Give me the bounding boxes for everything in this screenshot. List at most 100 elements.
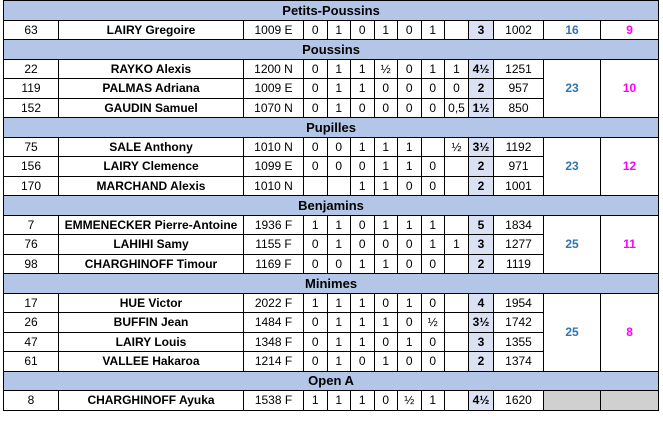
performance: 1620 <box>493 390 544 411</box>
performance: 1742 <box>493 312 544 333</box>
round-score <box>444 351 469 372</box>
player-name: LAHIHI Samy <box>58 234 244 255</box>
round-score: 0 <box>350 97 375 118</box>
round-score: 0 <box>373 234 398 255</box>
player-row: 156 LAIRY Clemence 1099 E 0 0 0 1 1 0 2 971 <box>3 156 659 177</box>
round-score: 1 <box>373 351 398 372</box>
round-score: 1 <box>420 19 445 40</box>
rating: 1484 F <box>243 312 304 333</box>
rating: 1010 N <box>243 136 304 157</box>
total: 3½ <box>468 312 494 333</box>
round-score: 1 <box>326 78 351 99</box>
rating: 1155 F <box>243 234 304 255</box>
player-row: 61 VALLEE Hakaroa 1214 F 0 1 0 1 0 0 2 1374 <box>3 351 659 372</box>
player-id: 63 <box>3 19 59 40</box>
round-score <box>326 175 351 196</box>
round-score: 0 <box>303 156 328 177</box>
performance: 1251 <box>493 58 544 79</box>
round-score: 1 <box>373 214 398 235</box>
round-score: 1 <box>326 97 351 118</box>
team-score: 16 <box>543 19 601 40</box>
performance: 1277 <box>493 234 544 255</box>
round-score: 1 <box>326 390 351 411</box>
player-row: 63 LAIRY Gregoire 1009 E 0 1 0 1 0 1 3 1002 16 9 <box>3 19 660 40</box>
round-score: 1 <box>397 156 422 177</box>
player-id: 152 <box>3 97 59 118</box>
round-score: 1 <box>373 253 398 274</box>
round-score: 1 <box>350 292 375 313</box>
player-id: 47 <box>3 331 59 352</box>
round-score: 1 <box>350 136 375 157</box>
player-id: 170 <box>3 175 59 196</box>
round-score: 0 <box>397 97 422 118</box>
round-score: 0 <box>303 253 328 274</box>
team-points: 12 <box>599 136 660 196</box>
round-score: 1 <box>397 214 422 235</box>
player-row: 8 CHARGHINOFF Ayuka 1538 F 1 1 1 0 ½ 1 4½ 1620 <box>3 390 660 411</box>
total: 3 <box>468 19 494 40</box>
team-points: 10 <box>599 58 660 118</box>
total: 4 <box>468 292 494 313</box>
section-row: Minimes <box>2 273 660 294</box>
player-name: PALMAS Adriana <box>58 78 244 99</box>
player-name: EMMENECKER Pierre-Antoine <box>58 214 244 235</box>
player-id: 8 <box>3 390 59 411</box>
round-score <box>444 253 469 274</box>
performance: 1192 <box>493 136 544 157</box>
round-score <box>444 312 469 333</box>
rating: 1010 N <box>243 175 304 196</box>
round-score: ½ <box>373 58 398 79</box>
round-score: 0 <box>350 19 375 40</box>
section-title: Petits-Poussins <box>2 0 660 21</box>
performance: 1119 <box>493 253 544 274</box>
round-score: 0 <box>420 292 445 313</box>
round-score: 1 <box>444 58 469 79</box>
round-score: 1 <box>444 234 469 255</box>
total: 3 <box>468 331 494 352</box>
round-score: 0 <box>397 58 422 79</box>
team-score: 23 <box>543 136 601 196</box>
performance: 1355 <box>493 331 544 352</box>
round-score: 0 <box>420 253 445 274</box>
total: 2 <box>468 78 494 99</box>
player-row: 76 LAHIHI Samy 1155 F 0 1 0 0 0 1 1 3 1277 <box>3 234 659 255</box>
rating: 1009 E <box>243 78 304 99</box>
round-score: 0 <box>326 253 351 274</box>
rating: 1214 F <box>243 351 304 372</box>
round-score: 1 <box>397 331 422 352</box>
round-score: 0 <box>397 19 422 40</box>
round-score: 0 <box>350 214 375 235</box>
round-score: 1 <box>303 214 328 235</box>
performance: 850 <box>493 97 544 118</box>
total: 2 <box>468 175 494 196</box>
round-score: 1 <box>303 292 328 313</box>
player-row: 119 PALMAS Adriana 1009 E 0 1 1 0 0 0 0 2 957 <box>3 78 659 99</box>
total: 2 <box>468 156 494 177</box>
round-score <box>420 136 445 157</box>
round-score: 0 <box>303 331 328 352</box>
round-score: 1 <box>420 234 445 255</box>
total: 2 <box>468 253 494 274</box>
round-score: 1 <box>350 253 375 274</box>
round-score: 0,5 <box>444 97 469 118</box>
total: 5 <box>468 214 494 235</box>
round-score: 1 <box>326 58 351 79</box>
section-row: Poussins <box>2 39 660 60</box>
round-score: 1 <box>420 214 445 235</box>
round-score: 1 <box>326 351 351 372</box>
round-score <box>444 156 469 177</box>
round-score: 0 <box>303 351 328 372</box>
rating: 1348 F <box>243 331 304 352</box>
round-score: 1 <box>350 78 375 99</box>
round-score: 0 <box>397 78 422 99</box>
round-score: 0 <box>373 97 398 118</box>
total: 3 <box>468 234 494 255</box>
round-score: 0 <box>397 253 422 274</box>
round-score: 0 <box>326 136 351 157</box>
round-score: 1 <box>373 136 398 157</box>
player-name: LAIRY Gregoire <box>58 19 244 40</box>
round-score: 0 <box>397 351 422 372</box>
player-row: 17 HUE Victor 2022 F 1 1 1 0 1 0 4 1954 25 8 <box>3 292 660 372</box>
rating: 1070 N <box>243 97 304 118</box>
